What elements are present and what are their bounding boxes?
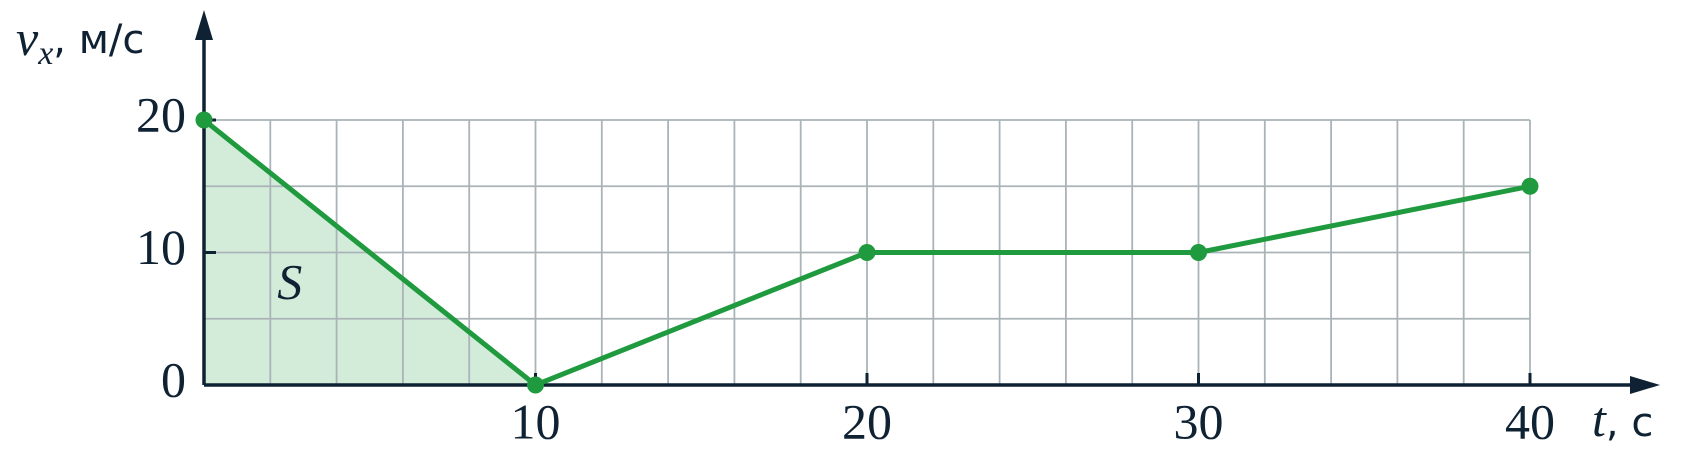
y-label-sub: x bbox=[37, 35, 53, 72]
x-label-var: t bbox=[1592, 391, 1607, 447]
data-point bbox=[858, 244, 876, 261]
x-tick-label: 20 bbox=[842, 393, 892, 449]
area-label: S bbox=[277, 253, 302, 309]
x-tick-label: 10 bbox=[511, 393, 561, 449]
y-label-var: v bbox=[16, 10, 39, 66]
data-point bbox=[195, 111, 213, 129]
y-tick-label: 10 bbox=[136, 219, 186, 275]
y-axis-arrow bbox=[195, 10, 213, 40]
x-axis-label: t, с bbox=[1592, 391, 1653, 447]
y-label-unit: , м/с bbox=[53, 17, 144, 63]
y-tick-label: 20 bbox=[136, 86, 186, 142]
x-tick-label: 30 bbox=[1174, 393, 1224, 449]
data-point bbox=[1190, 244, 1207, 261]
x-tick-label: 40 bbox=[1505, 393, 1555, 449]
y-tick-label: 0 bbox=[161, 351, 186, 407]
y-axis-label: vx, м/с bbox=[16, 10, 144, 71]
x-label-unit: , с bbox=[1606, 400, 1653, 446]
data-point bbox=[1521, 177, 1539, 195]
x-axis-arrow bbox=[1630, 376, 1660, 394]
data-point bbox=[527, 376, 544, 394]
plot: 0 10 20 10 20 30 40 bbox=[136, 86, 1555, 449]
